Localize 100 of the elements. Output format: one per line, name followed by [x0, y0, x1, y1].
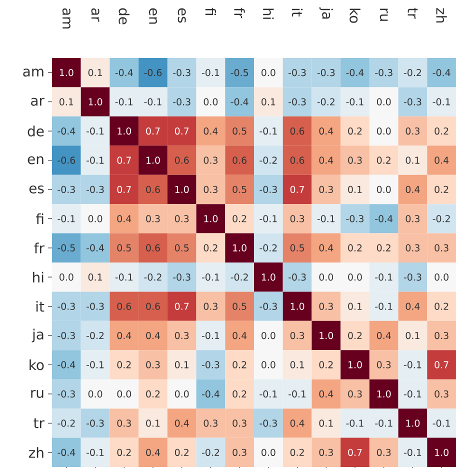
- data-label: -0.6: [58, 156, 76, 164]
- data-label: 0.4: [406, 302, 420, 310]
- data-label: -0.1: [317, 215, 335, 222]
- data-label: -0.2: [144, 274, 162, 281]
- data-label: 0.4: [146, 332, 160, 340]
- data-label: 0.3: [232, 448, 246, 456]
- data-label: -0.2: [230, 274, 248, 281]
- data-label: -0.1: [86, 156, 104, 164]
- data-label: 1.0: [406, 420, 420, 427]
- data-label: 0.3: [348, 156, 362, 164]
- data-label: -0.1: [346, 420, 364, 427]
- data-label: 0.0: [376, 127, 391, 135]
- data-label: -0.5: [230, 69, 248, 76]
- data-label: 0.0: [174, 390, 189, 398]
- data-label: -0.3: [86, 302, 104, 310]
- data-label: -0.5: [58, 244, 75, 252]
- data-label: 0.4: [319, 127, 334, 135]
- data-label: 0.7: [146, 127, 160, 135]
- y-tick-label: ja: [32, 328, 44, 342]
- x-tick-label: ar: [91, 8, 100, 22]
- data-label: 0.3: [174, 215, 189, 222]
- data-label: -0.4: [432, 69, 450, 76]
- x-tick-label: en: [148, 8, 158, 24]
- data-label: 0.6: [146, 186, 160, 194]
- data-label: 0.5: [232, 302, 246, 310]
- data-label: -0.1: [288, 390, 306, 398]
- y-tick-label: tr: [34, 418, 44, 428]
- x-tick-label: zh: [436, 8, 447, 22]
- data-label: -0.1: [375, 274, 392, 281]
- data-label: 0.2: [319, 361, 333, 368]
- data-label: 0.3: [376, 361, 391, 368]
- x-tick-label: am: [62, 8, 70, 28]
- data-label: 0.3: [146, 361, 160, 368]
- data-label: -0.1: [144, 98, 162, 106]
- data-label: 0.2: [174, 448, 188, 456]
- data-label: 0.0: [319, 274, 334, 281]
- data-label: -0.3: [86, 420, 104, 427]
- x-tick-label: ko: [350, 8, 360, 23]
- data-label: 0.2: [376, 156, 390, 164]
- data-label: -0.1: [432, 98, 450, 106]
- data-label: 0.4: [146, 448, 160, 456]
- data-label: -0.4: [375, 215, 393, 222]
- data-label: 0.3: [406, 127, 420, 135]
- data-label: 0.3: [376, 448, 391, 456]
- data-label: 0.2: [204, 244, 218, 252]
- data-label: 0.3: [319, 448, 333, 456]
- data-label: 0.2: [376, 244, 390, 252]
- data-label: -0.1: [260, 215, 277, 222]
- data-label: 0.0: [262, 448, 276, 456]
- data-label: -0.2: [404, 69, 422, 76]
- data-label: 0.3: [204, 156, 218, 164]
- data-label: 0.6: [146, 302, 160, 310]
- data-label: -0.3: [317, 69, 335, 76]
- data-label: 0.1: [60, 98, 74, 106]
- data-label: -0.1: [115, 98, 133, 106]
- data-label: 0.0: [88, 215, 102, 222]
- data-label: -0.2: [58, 420, 75, 427]
- data-label: -0.3: [375, 69, 392, 76]
- y-tick-label: zh: [28, 447, 44, 458]
- data-label: -0.1: [202, 69, 220, 76]
- data-label: -0.6: [144, 69, 162, 76]
- data-label: 0.6: [117, 302, 132, 310]
- data-label: -0.3: [173, 69, 190, 76]
- data-label: -0.1: [375, 420, 392, 427]
- data-label: 1.0: [175, 186, 189, 194]
- data-label: 0.0: [262, 69, 276, 76]
- data-label: 0.0: [60, 274, 74, 281]
- data-label: -0.1: [86, 361, 104, 368]
- data-label: 1.0: [435, 448, 448, 456]
- data-label: 0.4: [319, 244, 334, 252]
- data-label: -0.3: [58, 390, 75, 398]
- data-label: -0.3: [288, 98, 306, 106]
- data-label: 0.6: [290, 156, 304, 164]
- data-label: -0.2: [432, 215, 450, 222]
- data-label: 0.3: [204, 302, 218, 310]
- data-label: -0.1: [202, 274, 220, 281]
- y-tick-label: es: [29, 185, 44, 194]
- data-label: 0.4: [117, 215, 132, 222]
- data-label: -0.4: [230, 98, 248, 106]
- data-label: 0.5: [232, 186, 246, 194]
- data-label: 0.2: [348, 127, 362, 135]
- data-label: 0.4: [319, 156, 334, 164]
- data-label: -0.4: [58, 448, 76, 456]
- data-label: -0.1: [202, 332, 220, 340]
- data-label: 0.0: [376, 98, 391, 106]
- data-label: 0.1: [174, 361, 189, 368]
- data-label: -0.2: [86, 332, 104, 340]
- data-label: 1.0: [233, 244, 246, 252]
- data-label: -0.3: [260, 302, 277, 310]
- data-label: 0.0: [117, 390, 132, 398]
- data-label: -0.3: [346, 215, 364, 222]
- data-label: 0.2: [434, 127, 448, 135]
- data-label: 0.1: [88, 274, 102, 281]
- y-tick-label: hi: [33, 272, 44, 282]
- data-label: 0.2: [434, 302, 448, 310]
- data-label: 0.0: [88, 390, 102, 398]
- data-label: 0.7: [174, 302, 189, 310]
- data-label: 0.2: [434, 186, 448, 194]
- data-label: -0.1: [375, 302, 392, 310]
- x-tick-label: ru: [380, 8, 388, 21]
